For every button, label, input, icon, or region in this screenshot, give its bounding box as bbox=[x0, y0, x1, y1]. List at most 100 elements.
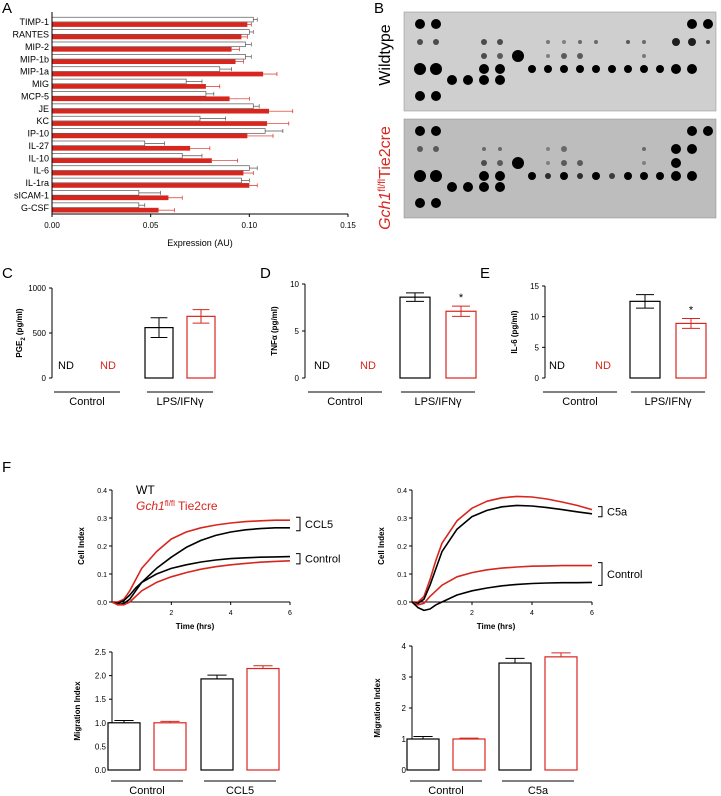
blot-dot bbox=[671, 64, 681, 74]
a-bar-gch1 bbox=[52, 158, 212, 164]
blot-dot bbox=[656, 172, 664, 180]
blot-dot bbox=[482, 147, 486, 151]
chart-f-ccl5-bars: 0.0 0.5 1.0 1.5 2.0 2.5 Migration Index Control… bbox=[73, 648, 280, 796]
f4-y-tick-label: 1 bbox=[402, 735, 407, 744]
a-category-label: MCP-5 bbox=[21, 91, 49, 101]
d-y-tick-label: 10 bbox=[290, 280, 299, 289]
f2-x-tick-label: 2 bbox=[470, 610, 474, 617]
panel-label-d: D bbox=[260, 265, 271, 282]
a-category-label: IL-27 bbox=[28, 141, 49, 151]
y-label-unit: (pg/ml) bbox=[15, 308, 24, 337]
f3-y-tick-label: 2.5 bbox=[95, 648, 107, 657]
blot-dot bbox=[626, 40, 630, 44]
e-group-label: Control bbox=[562, 396, 597, 408]
a-bar-gch1 bbox=[52, 133, 248, 139]
blot-dot bbox=[703, 126, 713, 136]
blot-dot bbox=[528, 65, 536, 73]
f1-y-tick-label: 0.0 bbox=[97, 600, 107, 607]
f2-bracket bbox=[598, 506, 603, 518]
f3-y-tick-label: 0.5 bbox=[95, 742, 107, 751]
f2-series-line bbox=[411, 564, 592, 606]
blot-gch1-suffix: Tie2cre bbox=[377, 126, 394, 179]
blot-dot bbox=[577, 160, 583, 166]
f1-x-tick-label: 6 bbox=[288, 610, 292, 617]
chart-f-c5a-bars: 0 1 2 3 4 Migration Index Control C5a bbox=[373, 642, 578, 796]
blot-dot bbox=[479, 75, 489, 85]
f2-y-tick-label: 0.3 bbox=[397, 516, 407, 523]
blot-dot bbox=[431, 91, 441, 101]
c-y-tick-label: 0 bbox=[42, 374, 47, 383]
blot-dot bbox=[497, 53, 503, 59]
f3-bar-wt bbox=[200, 678, 234, 771]
blot-dot bbox=[561, 160, 567, 166]
e-significance-star: * bbox=[689, 305, 694, 317]
c-group-label: LPS/IFNγ bbox=[156, 396, 204, 408]
blot-dot bbox=[560, 65, 568, 73]
f1-x-tick-label: 4 bbox=[229, 610, 233, 617]
a-category-label: JE bbox=[38, 104, 49, 114]
a-bar-gch1 bbox=[52, 145, 191, 151]
blot-dot bbox=[687, 64, 697, 74]
f2-y-tick-label: 0.4 bbox=[397, 488, 407, 495]
f1-y-tick-label: 0.4 bbox=[97, 488, 107, 495]
blot-dot bbox=[414, 63, 426, 75]
panel-label-a: A bbox=[2, 0, 12, 17]
a-bar-gch1 bbox=[52, 59, 236, 65]
blot-dot bbox=[433, 39, 439, 45]
c-group-label: Control bbox=[69, 396, 104, 408]
blot-dot bbox=[642, 54, 646, 58]
f4-y-tick-label: 3 bbox=[402, 673, 407, 682]
blot-dot bbox=[671, 171, 681, 181]
a-bar-wt bbox=[51, 41, 246, 48]
a-x-tick-label: 0.10 bbox=[242, 221, 258, 230]
f2-y-axis-title: Cell Index bbox=[377, 527, 386, 565]
chart-d: 0 5 10 TNFα (pg/ml) ND ND Control * LPS/IFNγ bbox=[270, 280, 477, 408]
d-nd-label: ND bbox=[360, 360, 376, 372]
blot-dot bbox=[671, 144, 681, 154]
a-category-label: IL-1ra bbox=[25, 178, 49, 188]
blot-dot bbox=[481, 39, 487, 45]
a-x-axis-title: Expression (AU) bbox=[167, 238, 233, 248]
a-category-label: MIP-1a bbox=[20, 67, 49, 77]
c-nd-label: ND bbox=[58, 360, 74, 372]
f4-bar-gch1 bbox=[452, 738, 486, 771]
a-x-tick-label: 0.05 bbox=[143, 221, 159, 230]
legend-gch1-prefix: Gch1 bbox=[136, 499, 165, 513]
d-bar-wt bbox=[399, 296, 431, 379]
blot-dot bbox=[642, 147, 646, 151]
a-bar-gch1 bbox=[52, 108, 270, 114]
blot-dot bbox=[624, 172, 632, 180]
blot-dot bbox=[642, 161, 646, 165]
c-y-tick-label: 1000 bbox=[28, 284, 46, 293]
f1-series-line bbox=[111, 555, 291, 605]
d-bar-gch1 bbox=[445, 310, 477, 379]
f3-y-tick-label: 1.0 bbox=[95, 719, 107, 728]
f4-group-label: C5a bbox=[528, 785, 549, 796]
f1-bracket bbox=[296, 516, 301, 532]
f2-series-line bbox=[412, 495, 593, 603]
f3-bar-wt bbox=[107, 722, 141, 771]
blot-dot bbox=[687, 126, 697, 136]
e-y-tick-label: 15 bbox=[530, 282, 539, 291]
e-y-axis-title: IL-6 (pg/ml) bbox=[510, 310, 519, 353]
e-y-tick-label: 10 bbox=[530, 313, 539, 322]
f1-x-tick-label: 2 bbox=[169, 610, 173, 617]
blot-dot bbox=[463, 182, 473, 192]
f2-series-line bbox=[411, 581, 593, 612]
a-bar-wt bbox=[51, 54, 246, 60]
f4-y-axis-title: Migration Index bbox=[373, 678, 382, 738]
f2-bracket bbox=[598, 562, 603, 586]
f3-y-tick-label: 1.5 bbox=[95, 695, 107, 704]
e-nd-label: ND bbox=[549, 360, 565, 372]
blot-dot bbox=[415, 126, 425, 136]
f1-y-tick-label: 0.1 bbox=[97, 572, 107, 579]
a-bar-gch1 bbox=[52, 46, 232, 52]
a-bar-gch1 bbox=[52, 170, 244, 176]
blot-dot bbox=[594, 40, 598, 44]
e-bar-wt bbox=[629, 300, 661, 379]
blot-dot bbox=[546, 161, 550, 165]
chart-e: 0 5 10 15 IL-6 (pg/ml) ND ND Control * LPS/IFNγ bbox=[510, 282, 707, 408]
blot-dot bbox=[688, 38, 696, 46]
blot-dot bbox=[433, 146, 439, 152]
f3-y-tick-label: 0.0 bbox=[95, 766, 107, 775]
